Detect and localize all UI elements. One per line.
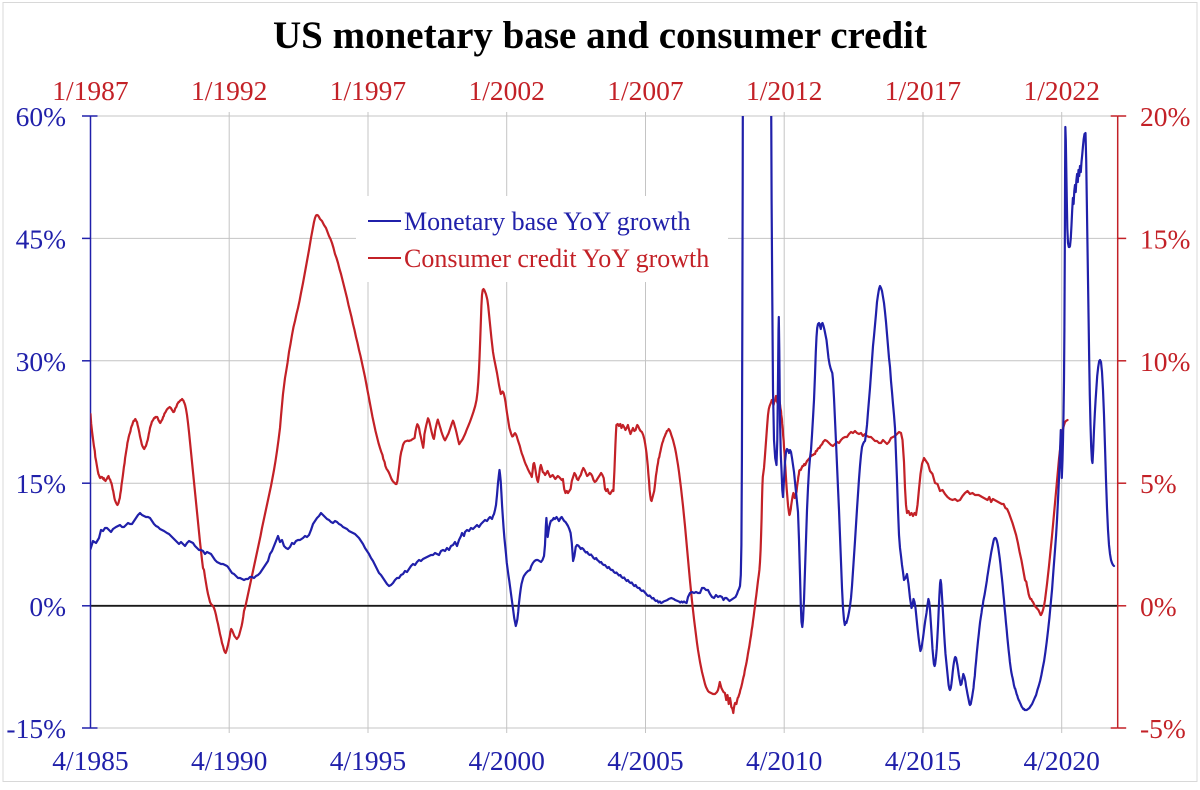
svg-text:Monetary base YoY growth: Monetary base YoY growth xyxy=(404,207,690,236)
svg-text:US monetary base and consumer: US monetary base and consumer credit xyxy=(273,14,927,57)
svg-text:1/2022: 1/2022 xyxy=(1024,75,1100,106)
svg-text:4/2005: 4/2005 xyxy=(607,745,683,776)
svg-text:10%: 10% xyxy=(1140,346,1190,377)
svg-text:-5%: -5% xyxy=(1140,713,1186,744)
svg-text:1/2012: 1/2012 xyxy=(746,75,822,106)
svg-text:4/1995: 4/1995 xyxy=(330,745,406,776)
svg-text:5%: 5% xyxy=(1140,468,1177,499)
svg-text:4/2010: 4/2010 xyxy=(746,745,822,776)
svg-text:15%: 15% xyxy=(1140,223,1190,254)
svg-text:1/1987: 1/1987 xyxy=(52,75,128,106)
svg-text:30%: 30% xyxy=(16,346,66,377)
svg-text:45%: 45% xyxy=(16,223,66,254)
svg-text:20%: 20% xyxy=(1140,101,1190,132)
svg-text:15%: 15% xyxy=(16,468,66,499)
svg-text:1/2007: 1/2007 xyxy=(607,75,683,106)
svg-text:4/1985: 4/1985 xyxy=(52,745,128,776)
svg-text:1/2002: 1/2002 xyxy=(469,75,545,106)
svg-text:4/2020: 4/2020 xyxy=(1024,745,1100,776)
svg-text:60%: 60% xyxy=(16,101,66,132)
svg-text:1/1997: 1/1997 xyxy=(330,75,406,106)
svg-text:1/1992: 1/1992 xyxy=(191,75,267,106)
svg-text:0%: 0% xyxy=(1140,591,1177,622)
svg-text:Consumer credit YoY growth: Consumer credit YoY growth xyxy=(404,244,709,273)
svg-text:4/2000: 4/2000 xyxy=(469,745,545,776)
svg-text:4/2015: 4/2015 xyxy=(885,745,961,776)
svg-text:1/2017: 1/2017 xyxy=(885,75,961,106)
svg-text:0%: 0% xyxy=(29,591,66,622)
svg-text:4/1990: 4/1990 xyxy=(191,745,267,776)
svg-text:-15%: -15% xyxy=(6,713,66,744)
